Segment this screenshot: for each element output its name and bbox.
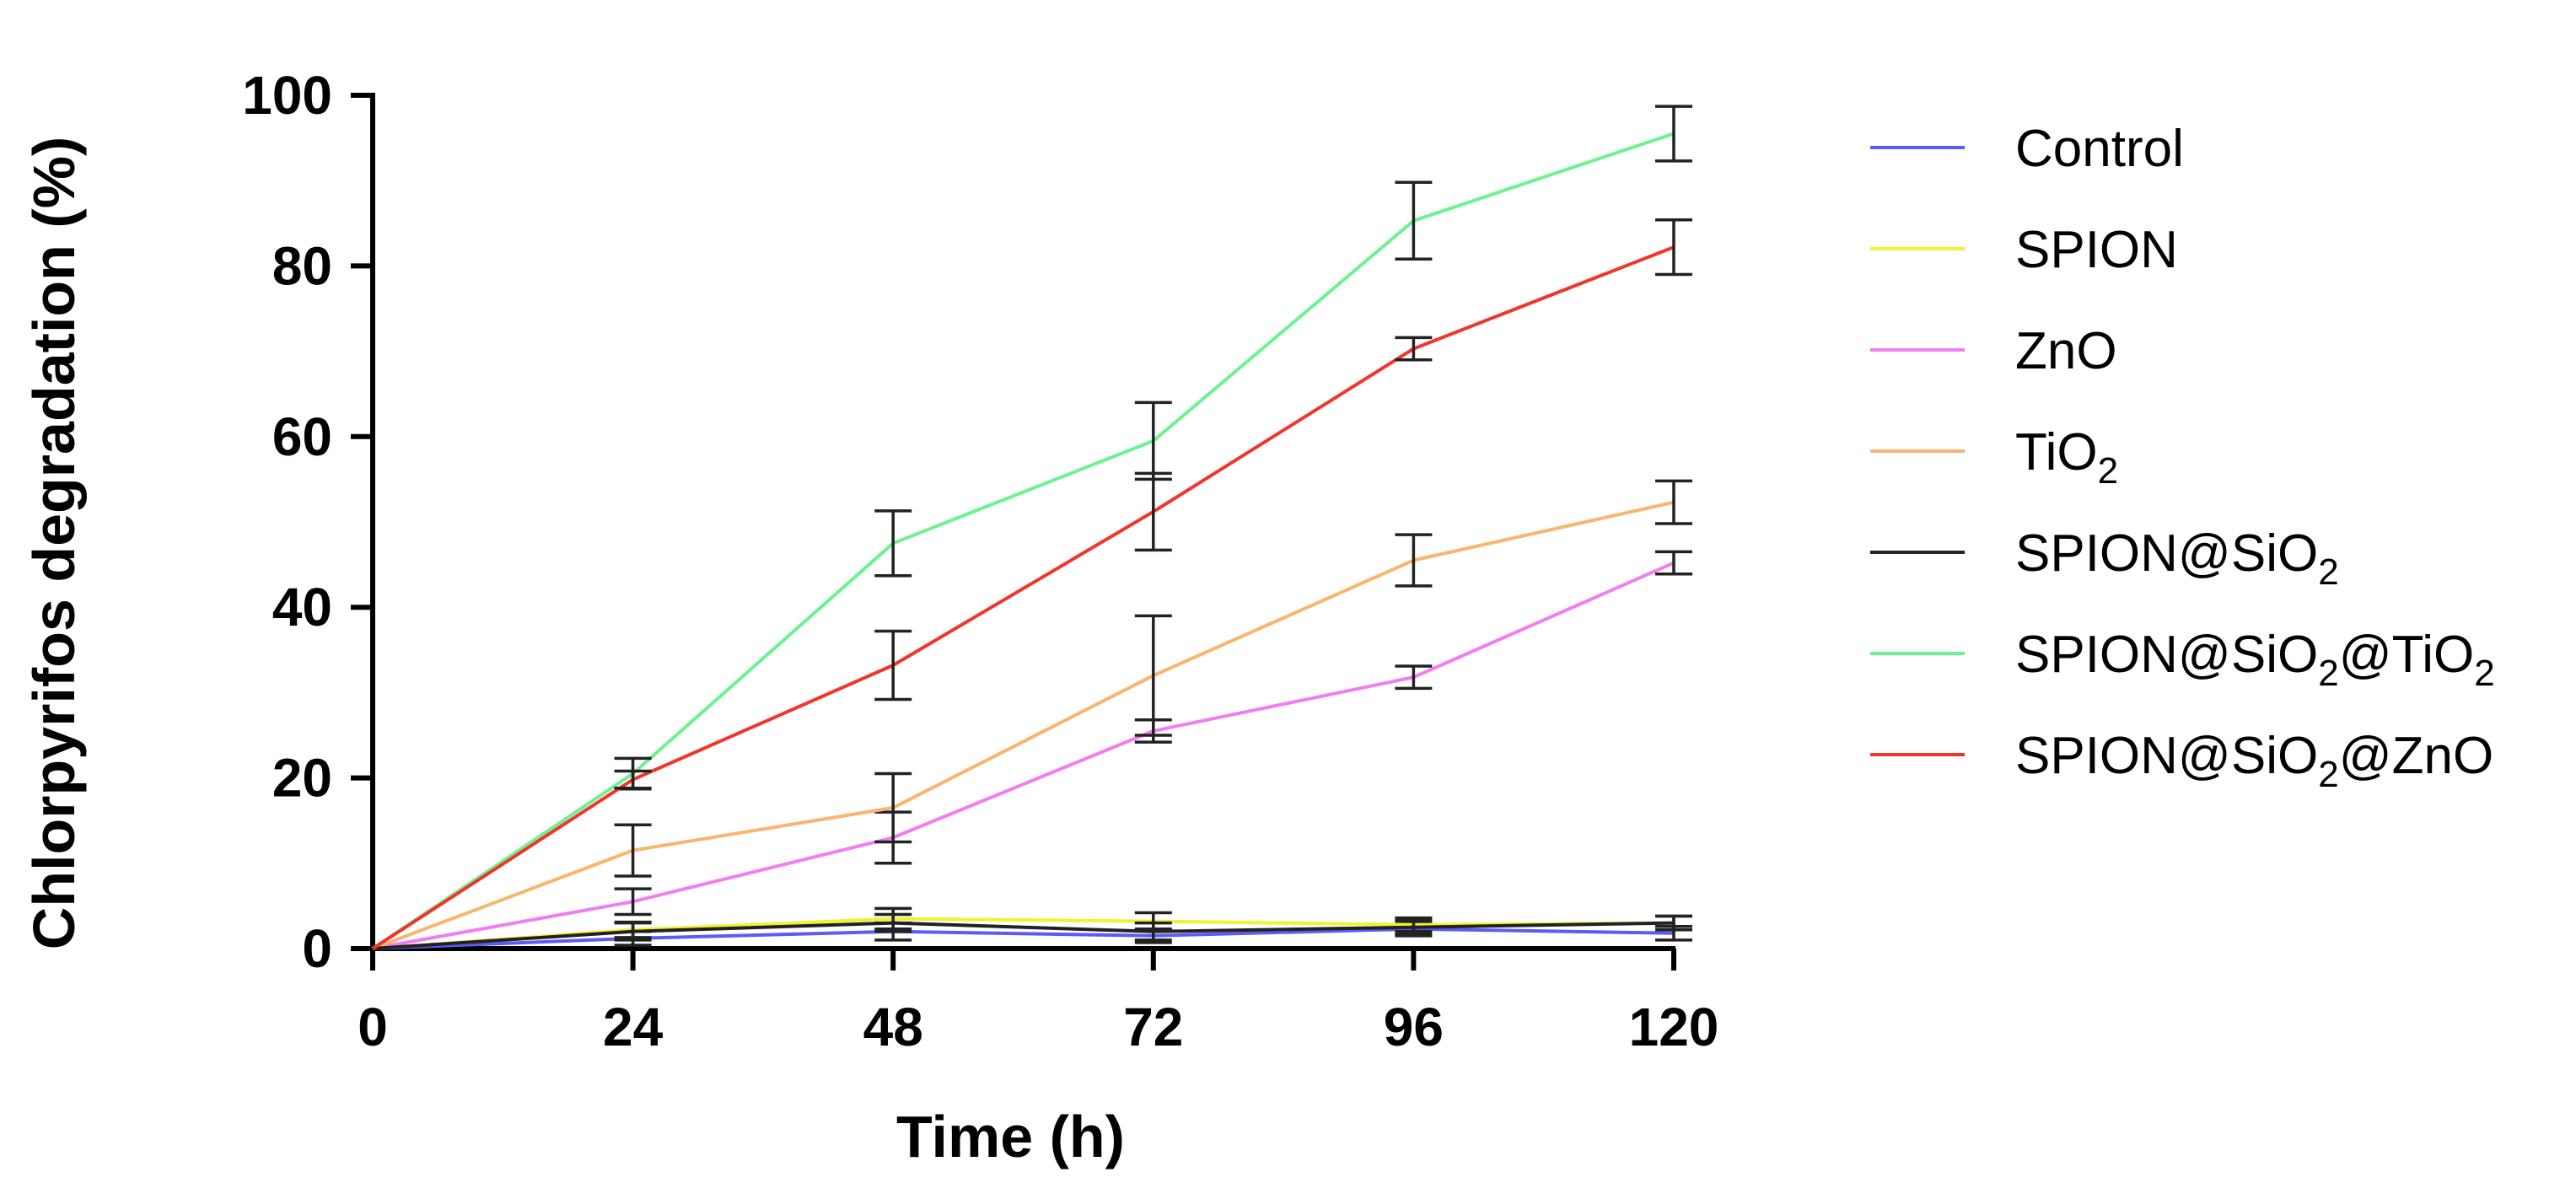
legend-item: SPION@SiO2 [1870,524,2339,593]
error-bar [614,921,652,942]
series-ZnO [372,550,1692,950]
error-bar [1395,918,1433,936]
series-TiO2 [372,479,1692,950]
series-SPION@SiO2 [372,912,1692,950]
series-line [372,927,1675,950]
error-bar [614,823,652,878]
error-bar [614,769,652,790]
series-line [372,500,1675,950]
series-line [372,921,1675,950]
error-bar [1134,401,1172,481]
series-line [371,132,1675,950]
error-bar [1395,336,1433,362]
legend-label: SPION@SiO2 [2015,524,2339,593]
legend-item: SPION@SiO2@ZnO [1870,727,2493,795]
error-bar [874,772,912,844]
legend-item: SPION@SiO2@TiO2 [1870,626,2495,694]
error-bar [1655,550,1692,576]
y-tick-label: 60 [272,406,332,467]
x-tick-label: 120 [1629,997,1719,1057]
error-bar [874,912,912,933]
x-tick-label: 0 [358,997,388,1057]
y-tick-label: 100 [242,65,332,126]
y-axis-title: Chlorpyrifos degradation (%) [21,137,87,949]
error-bar [1655,479,1692,525]
legend-label: SPION@SiO2@ZnO [2015,727,2493,795]
error-bar [1134,921,1172,942]
error-bar [1655,105,1692,163]
error-bar [614,887,652,917]
x-tick-label: 72 [1123,997,1183,1057]
error-bar [1395,180,1433,261]
legend-label: SPION [2015,221,2178,279]
x-tick-label: 24 [603,997,664,1057]
error-bar [1395,533,1433,588]
error-bar [874,629,912,702]
legend-item: Control [1870,120,2184,178]
series-line [372,561,1675,950]
axes: 0 20 40 60 80 100 0 24 48 72 96 120 Time (h) Chlorpyr… [21,65,1718,1169]
error-bar [1134,614,1172,737]
legend-label: TiO2 [2015,423,2118,492]
legend-item: TiO2 [1870,423,2118,492]
y-tick-label: 0 [302,918,332,979]
y-tick-label: 80 [272,235,332,296]
y-tick-label: 20 [272,748,332,809]
legend-label: ZnO [2015,322,2117,380]
legend-label: SPION@SiO2@TiO2 [2015,626,2495,694]
y-tick-label: 40 [272,577,332,637]
x-tick-label: 96 [1384,997,1444,1057]
legend-label: Control [2015,120,2184,178]
error-bar [874,509,912,578]
x-tick-label: 48 [863,997,923,1057]
legend-item: ZnO [1870,322,2117,380]
x-axis-title: Time (h) [896,1104,1125,1169]
series-line [371,245,1675,950]
error-bar [1134,471,1172,552]
series-group [371,105,1692,950]
error-bar [1655,914,1692,932]
error-bar [1395,664,1433,691]
series-SPION@SiO2@TiO2 [371,105,1692,950]
series-SPION@SiO2@ZnO [371,218,1692,950]
legend: Control SPION ZnO TiO2 SPION@SiO2 SPION@SiO2@… [1870,120,2495,795]
error-bar [1655,218,1692,277]
legend-item: SPION [1870,221,2178,279]
